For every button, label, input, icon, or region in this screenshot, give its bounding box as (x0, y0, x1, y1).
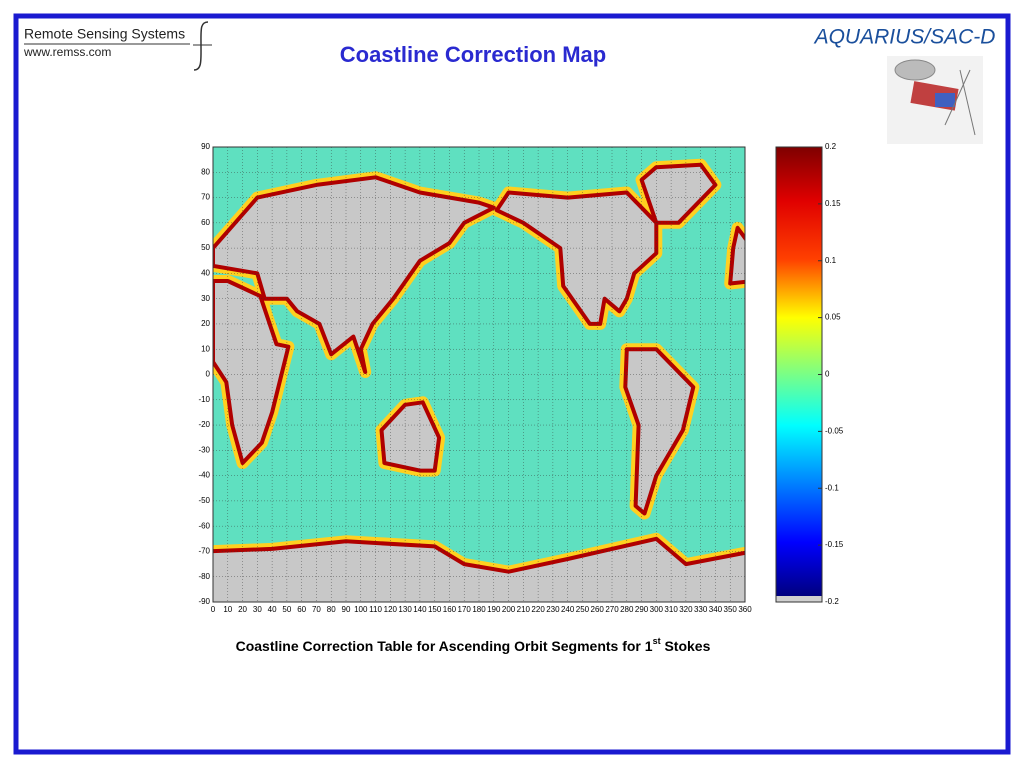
y-tick-label: 60 (201, 218, 210, 227)
x-tick-label: 220 (531, 605, 545, 614)
x-tick-label: 180 (472, 605, 486, 614)
land (379, 400, 442, 473)
x-tick-label: 90 (342, 605, 351, 614)
y-tick-label: 30 (201, 294, 210, 303)
x-tick-label: 170 (458, 605, 472, 614)
colorbar-tick-label: -0.15 (825, 540, 844, 549)
x-tick-label: 130 (398, 605, 412, 614)
x-tick-label: 10 (223, 605, 232, 614)
y-tick-label: -20 (198, 420, 210, 429)
colorbar-tick-label: -0.2 (825, 597, 839, 606)
colorbar-tick-label: -0.05 (825, 426, 844, 435)
land (728, 225, 745, 286)
y-tick-label: 90 (201, 142, 210, 151)
land (623, 347, 696, 516)
x-tick-label: 160 (443, 605, 457, 614)
x-tick-label: 280 (620, 605, 634, 614)
y-tick-label: 70 (201, 193, 210, 202)
logo-url: www.remss.com (23, 45, 111, 59)
y-tick-label: 20 (201, 319, 210, 328)
land (213, 279, 291, 465)
x-tick-label: 190 (487, 605, 501, 614)
colorbar-tick-label: -0.1 (825, 483, 839, 492)
x-tick-label: 40 (268, 605, 277, 614)
colorbar-tick-label: 0.2 (825, 142, 837, 151)
x-tick-label: 310 (664, 605, 678, 614)
x-tick-label: 290 (635, 605, 649, 614)
plot-frame (212, 146, 746, 603)
x-tick-label: 140 (413, 605, 427, 614)
x-tick-label: 120 (384, 605, 398, 614)
y-tick-label: -50 (198, 496, 210, 505)
y-tick-label: -40 (198, 471, 210, 480)
slide-frame (13, 13, 1011, 755)
x-tick-label: 210 (517, 605, 531, 614)
colorbar-tick-label: 0.1 (825, 256, 837, 265)
x-tick-label: 70 (312, 605, 321, 614)
colorbar-tick-label: 0.15 (825, 199, 841, 208)
colorbar-nodata (776, 596, 822, 602)
caption-text-end: Stokes (661, 638, 711, 654)
x-tick-label: 150 (428, 605, 442, 614)
x-tick-label: 230 (546, 605, 560, 614)
x-tick-label: 330 (694, 605, 708, 614)
logo-symbol (193, 21, 209, 71)
x-tick-label: 240 (561, 605, 575, 614)
y-tick-label: -60 (198, 521, 210, 530)
x-tick-label: 350 (724, 605, 738, 614)
y-tick-label: -90 (198, 597, 210, 606)
y-tick-label: 10 (201, 344, 210, 353)
y-tick-label: 50 (201, 243, 210, 252)
x-tick-label: 100 (354, 605, 368, 614)
slide-title: Coastline Correction Map (340, 42, 606, 67)
x-tick-label: 270 (605, 605, 619, 614)
logo-name: Remote Sensing Systems (24, 26, 185, 42)
x-tick-label: 250 (576, 605, 590, 614)
caption-superscript: st (653, 636, 661, 646)
y-tick-label: 0 (206, 370, 211, 379)
x-tick-label: 110 (369, 605, 382, 614)
colorbar-tick-label: 0.05 (825, 313, 841, 322)
x-tick-label: 260 (591, 605, 605, 614)
caption: Coastline Correction Table for Ascending… (236, 636, 711, 653)
y-tick-label: 80 (201, 167, 210, 176)
map-land (213, 158, 745, 602)
x-tick-label: 360 (738, 605, 752, 614)
brand: AQUARIUS/SAC-D (813, 26, 996, 49)
colorbar (776, 147, 822, 596)
y-tick-label: -10 (198, 395, 210, 404)
y-tick-label: -30 (198, 445, 210, 454)
x-tick-label: 0 (211, 605, 216, 614)
x-tick-label: 300 (650, 605, 664, 614)
x-tick-label: 50 (282, 605, 291, 614)
y-tick-label: -70 (198, 547, 210, 556)
y-tick-label: 40 (201, 268, 210, 277)
y-tick-label: -80 (198, 572, 210, 581)
colorbar-tick-label: 0 (825, 370, 830, 379)
x-tick-label: 30 (253, 605, 262, 614)
x-tick-label: 20 (238, 605, 247, 614)
x-tick-label: 320 (679, 605, 693, 614)
satellite-icon (887, 56, 983, 144)
caption-text: Coastline Correction Table for Ascending… (236, 638, 653, 654)
x-tick-label: 80 (327, 605, 336, 614)
x-tick-label: 60 (297, 605, 306, 614)
x-tick-label: 340 (709, 605, 723, 614)
x-tick-label: 200 (502, 605, 516, 614)
